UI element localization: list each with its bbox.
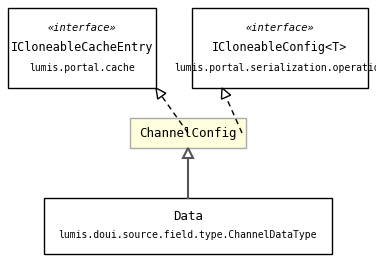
Text: lumis.doui.source.field.type.ChannelDataType: lumis.doui.source.field.type.ChannelData… xyxy=(59,230,317,240)
Bar xyxy=(192,8,368,88)
Text: ICloneableCacheEntry: ICloneableCacheEntry xyxy=(11,41,153,54)
Text: Data: Data xyxy=(173,210,203,223)
Text: lumis.portal.serialization.operation: lumis.portal.serialization.operation xyxy=(174,63,376,73)
Text: ChannelConfig: ChannelConfig xyxy=(139,126,237,139)
Bar xyxy=(130,118,246,148)
Bar xyxy=(8,8,156,88)
Text: «interface»: «interface» xyxy=(48,23,117,33)
Text: «interface»: «interface» xyxy=(246,23,314,33)
Bar xyxy=(44,198,332,254)
Text: lumis.portal.cache: lumis.portal.cache xyxy=(29,63,135,73)
Text: ICloneableConfig<T>: ICloneableConfig<T> xyxy=(212,41,348,54)
